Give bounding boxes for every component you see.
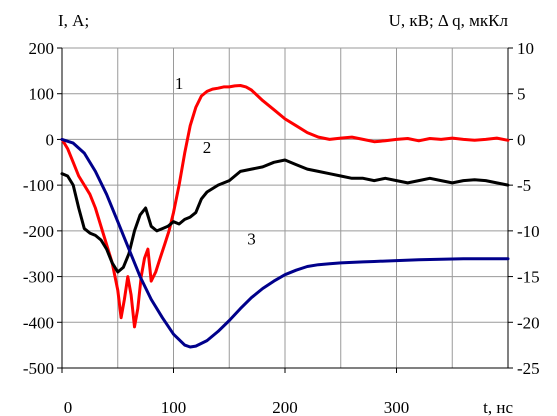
y-right-tick-label: -10 xyxy=(517,222,540,241)
y-left-tick-label: -500 xyxy=(23,359,54,378)
y-right-tick-label: 0 xyxy=(517,130,526,149)
y-right-tick-label: -5 xyxy=(517,176,531,195)
curve-labels: 1 2 3 xyxy=(175,74,256,248)
left-axis-title: I, А; xyxy=(58,11,89,30)
y-left-tick-label: 100 xyxy=(29,85,55,104)
curve-label-1: 1 xyxy=(175,74,184,93)
y-right-tick-label: -25 xyxy=(517,359,540,378)
x-tick-label: 0 xyxy=(64,398,73,416)
series-lines xyxy=(60,84,510,349)
axis-titles: I, А; U, кВ; Δ q, мкКл t, нс xyxy=(58,11,513,416)
y-right-tick-label: -20 xyxy=(517,313,540,332)
right-axis-title: U, кВ; Δ q, мкКл xyxy=(389,11,509,30)
y-left-tick-label: -300 xyxy=(23,268,54,287)
x-axis-title: t, нс xyxy=(483,398,513,416)
tick-labels: 2001000-100-200-300-400-5001050-5-10-15-… xyxy=(23,39,540,416)
y-left-tick-label: -100 xyxy=(23,176,54,195)
series-line-1 xyxy=(60,84,510,329)
y-right-tick-label: -15 xyxy=(517,268,540,287)
x-tick-label: 200 xyxy=(272,398,298,416)
y-left-tick-label: 0 xyxy=(46,130,55,149)
y-right-tick-label: 5 xyxy=(517,85,526,104)
y-left-tick-label: 200 xyxy=(29,39,55,58)
series-line-3 xyxy=(60,137,510,349)
x-tick-label: 300 xyxy=(384,398,410,416)
y-right-tick-label: 10 xyxy=(517,39,534,58)
curve-label-2: 2 xyxy=(203,138,212,157)
y-left-tick-label: -400 xyxy=(23,313,54,332)
series-line-2 xyxy=(60,158,510,274)
x-tick-label: 100 xyxy=(161,398,187,416)
curve-label-3: 3 xyxy=(247,230,256,249)
grid xyxy=(61,47,509,369)
y-left-tick-label: -200 xyxy=(23,222,54,241)
